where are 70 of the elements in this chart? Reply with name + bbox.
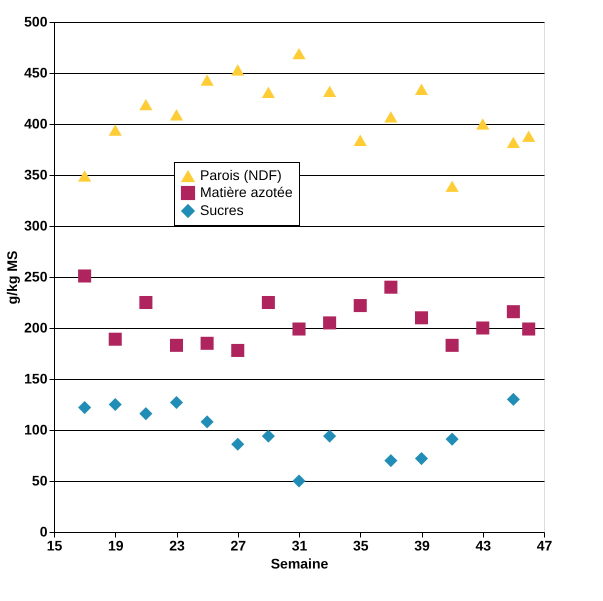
x-tick-label: 39 [414, 538, 430, 554]
point [446, 180, 459, 192]
point [446, 432, 459, 446]
x-tick-label: 31 [292, 538, 308, 554]
point [262, 86, 275, 98]
point [170, 109, 184, 120]
point [323, 316, 336, 330]
point [200, 74, 214, 86]
point [108, 124, 122, 136]
point [139, 407, 152, 420]
y-tick-label: 200 [24, 320, 48, 336]
point [108, 332, 122, 346]
y-tick-label: 100 [24, 422, 48, 438]
x-tick-label: 23 [169, 538, 185, 554]
point [231, 64, 244, 76]
point [231, 438, 244, 451]
legend-label: Matière azotée [200, 184, 293, 200]
x-tick-label: 27 [230, 538, 246, 554]
point [354, 299, 367, 312]
point [414, 311, 428, 324]
y-tick-label: 0 [40, 524, 48, 540]
point [506, 136, 520, 148]
point [384, 111, 398, 123]
y-tick-label: 300 [24, 218, 48, 234]
point [292, 322, 306, 336]
point [476, 321, 490, 335]
point [139, 296, 152, 310]
y-tick-label: 450 [24, 64, 48, 80]
point [200, 415, 214, 428]
point [108, 398, 122, 412]
y-tick-label: 400 [24, 116, 48, 132]
y-axis-title: g/kg MS [4, 250, 20, 304]
y-tick-label: 150 [24, 370, 48, 386]
x-tick-label: 47 [536, 538, 552, 554]
point [354, 134, 367, 146]
point [384, 280, 398, 294]
y-tick-label: 350 [24, 166, 48, 182]
point [170, 396, 184, 409]
point [476, 118, 490, 130]
x-tick-label: 15 [46, 538, 62, 554]
x-tick-label: 19 [108, 538, 124, 554]
y-tick-label: 50 [32, 472, 48, 488]
point [506, 305, 520, 318]
point [506, 392, 520, 406]
point [78, 401, 92, 414]
point [200, 336, 214, 350]
point [522, 130, 536, 142]
point [231, 344, 244, 357]
y-tick-label: 250 [24, 268, 48, 284]
legend-label: Sucres [200, 202, 244, 218]
x-tick-label: 43 [475, 538, 492, 554]
point [170, 338, 184, 352]
legend-label: Parois (NDF) [200, 167, 282, 183]
point [323, 86, 336, 98]
x-tick-label: 35 [352, 538, 369, 554]
point [292, 48, 306, 60]
point [139, 98, 152, 110]
y-tick-label: 500 [24, 14, 48, 30]
point [78, 170, 92, 182]
point [414, 452, 428, 466]
point [384, 454, 398, 468]
x-axis-title: Semaine [270, 556, 329, 572]
point [78, 269, 92, 282]
point [262, 430, 275, 443]
point [262, 296, 275, 310]
point [292, 474, 306, 488]
point [323, 430, 336, 443]
point [414, 84, 428, 95]
point [446, 338, 459, 352]
point [522, 322, 536, 336]
